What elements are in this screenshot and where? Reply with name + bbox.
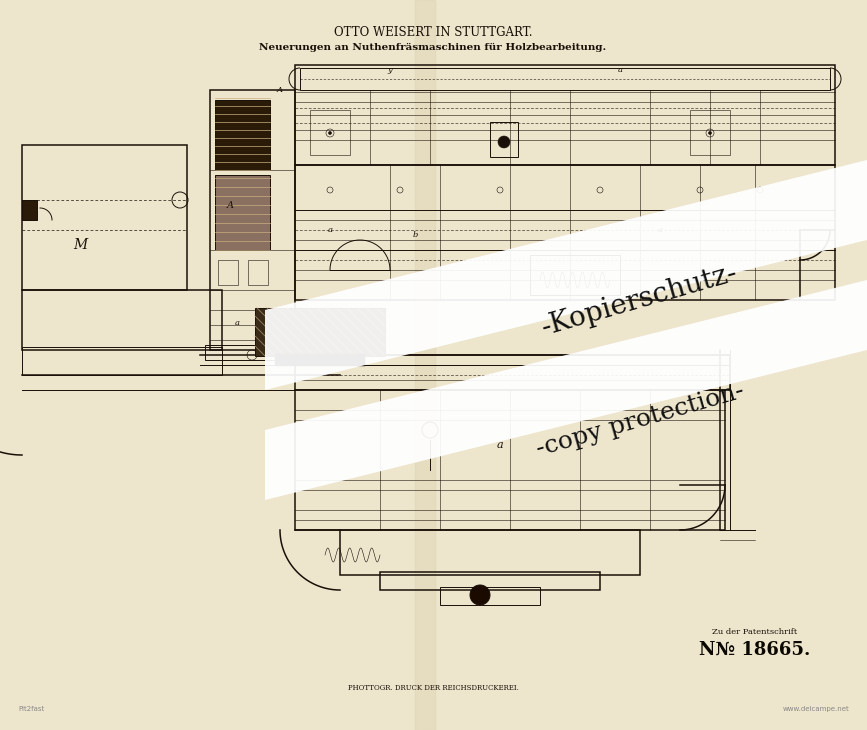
Bar: [218, 260, 238, 285]
Bar: [275, 354, 365, 366]
Bar: [295, 65, 835, 165]
Bar: [415, 0, 435, 730]
Text: M: M: [73, 238, 87, 252]
Bar: [340, 530, 640, 575]
Bar: [215, 100, 270, 170]
Text: OTTO WEISERT IN STUTTGART.: OTTO WEISERT IN STUTTGART.: [334, 26, 532, 39]
Bar: [215, 175, 270, 250]
Bar: [490, 122, 518, 157]
Bar: [295, 390, 725, 530]
Bar: [300, 68, 830, 90]
Bar: [380, 572, 600, 590]
Bar: [22, 290, 222, 350]
Text: -Kopierschutz-: -Kopierschutz-: [538, 259, 741, 341]
Circle shape: [470, 585, 490, 605]
Bar: [255, 308, 385, 356]
Polygon shape: [265, 160, 867, 390]
Bar: [295, 355, 730, 390]
Text: y: y: [388, 66, 393, 74]
Text: -copy protection-: -copy protection-: [533, 380, 746, 461]
Bar: [690, 110, 730, 155]
Bar: [22, 200, 37, 220]
Text: PHOTTOGR. DRUCK DER REICHSDRUCKEREI.: PHOTTOGR. DRUCK DER REICHSDRUCKEREI.: [348, 684, 518, 692]
Bar: [295, 165, 835, 300]
Bar: [22, 347, 222, 375]
Bar: [210, 90, 295, 350]
Polygon shape: [265, 280, 867, 500]
Text: Neuerungen an Nuthenfräsmaschinen für Holzbearbeitung.: Neuerungen an Nuthenfräsmaschinen für Ho…: [259, 42, 607, 52]
Text: a: a: [657, 226, 662, 234]
Bar: [205, 345, 300, 360]
Text: b: b: [413, 231, 418, 239]
Circle shape: [329, 131, 331, 134]
Bar: [310, 110, 350, 155]
Text: a: a: [497, 440, 504, 450]
Text: Zu der Patentschrift: Zu der Patentschrift: [713, 628, 798, 636]
Text: a: a: [234, 319, 239, 327]
Circle shape: [498, 136, 510, 148]
Text: Pit2fast: Pit2fast: [18, 706, 44, 712]
Bar: [22, 145, 187, 290]
Circle shape: [708, 131, 712, 134]
Bar: [248, 260, 268, 285]
Text: a: a: [328, 226, 333, 234]
Bar: [440, 587, 540, 605]
Text: A: A: [226, 201, 233, 210]
Text: A: A: [277, 86, 283, 94]
Text: www.delcampe.net: www.delcampe.net: [782, 706, 849, 712]
Text: N№ 18665.: N№ 18665.: [700, 641, 811, 659]
Text: a: a: [617, 66, 623, 74]
